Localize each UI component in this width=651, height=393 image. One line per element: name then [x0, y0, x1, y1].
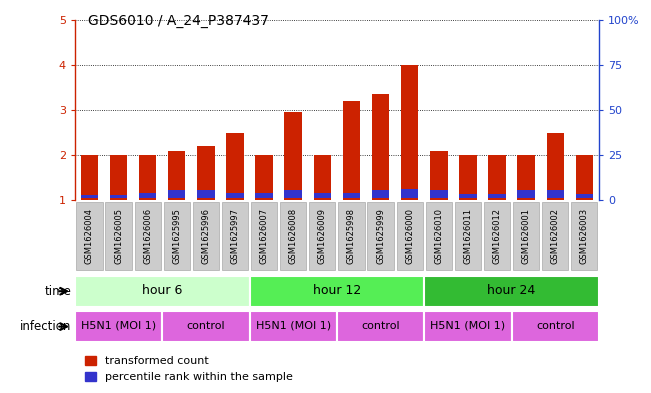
Text: H5N1 (MOI 1): H5N1 (MOI 1): [256, 321, 331, 331]
Bar: [575, 155, 593, 200]
Text: control: control: [536, 321, 575, 331]
FancyBboxPatch shape: [513, 202, 539, 270]
FancyBboxPatch shape: [542, 202, 568, 270]
Bar: [168, 151, 186, 200]
FancyBboxPatch shape: [367, 202, 394, 270]
Text: GSM1626003: GSM1626003: [580, 208, 589, 264]
FancyBboxPatch shape: [424, 275, 599, 307]
FancyBboxPatch shape: [135, 202, 161, 270]
Text: GSM1626001: GSM1626001: [521, 208, 531, 264]
Bar: [227, 193, 243, 198]
Bar: [575, 194, 593, 198]
FancyBboxPatch shape: [484, 202, 510, 270]
Legend: transformed count, percentile rank within the sample: transformed count, percentile rank withi…: [81, 351, 298, 386]
Bar: [110, 155, 128, 200]
Text: hour 12: hour 12: [312, 284, 361, 297]
FancyBboxPatch shape: [424, 311, 512, 342]
FancyBboxPatch shape: [193, 202, 219, 270]
FancyBboxPatch shape: [572, 202, 598, 270]
Bar: [518, 155, 535, 200]
FancyBboxPatch shape: [75, 275, 249, 307]
FancyBboxPatch shape: [76, 202, 102, 270]
Text: GSM1626000: GSM1626000: [405, 208, 414, 264]
FancyBboxPatch shape: [337, 311, 424, 342]
Text: GSM1626009: GSM1626009: [318, 208, 327, 264]
Bar: [547, 132, 564, 200]
FancyBboxPatch shape: [75, 311, 162, 342]
Text: GSM1626011: GSM1626011: [464, 208, 473, 264]
Bar: [342, 193, 360, 198]
Bar: [314, 155, 331, 200]
Text: GSM1625997: GSM1625997: [230, 208, 240, 264]
Bar: [284, 112, 302, 200]
FancyBboxPatch shape: [249, 275, 424, 307]
FancyBboxPatch shape: [512, 311, 599, 342]
Bar: [139, 193, 156, 198]
Bar: [372, 94, 389, 200]
Bar: [81, 195, 98, 198]
Text: GSM1626006: GSM1626006: [143, 208, 152, 264]
Text: time: time: [45, 285, 72, 298]
Text: hour 6: hour 6: [142, 284, 182, 297]
Bar: [284, 190, 302, 198]
Text: infection: infection: [20, 320, 72, 333]
FancyBboxPatch shape: [396, 202, 422, 270]
Text: GSM1625999: GSM1625999: [376, 208, 385, 264]
Bar: [488, 155, 506, 200]
Bar: [459, 155, 477, 200]
Text: GSM1626004: GSM1626004: [85, 208, 94, 264]
Bar: [401, 65, 419, 200]
Bar: [255, 193, 273, 198]
Bar: [255, 155, 273, 200]
Bar: [372, 190, 389, 198]
FancyBboxPatch shape: [251, 202, 277, 270]
Text: H5N1 (MOI 1): H5N1 (MOI 1): [81, 321, 156, 331]
FancyBboxPatch shape: [163, 202, 190, 270]
Bar: [488, 194, 506, 198]
Bar: [518, 190, 535, 198]
FancyBboxPatch shape: [426, 202, 452, 270]
Text: GSM1626007: GSM1626007: [260, 208, 269, 264]
Text: GSM1625998: GSM1625998: [347, 208, 356, 264]
Bar: [314, 193, 331, 198]
Text: GSM1625995: GSM1625995: [173, 208, 181, 264]
Bar: [110, 195, 128, 198]
Bar: [197, 146, 215, 200]
Bar: [342, 101, 360, 200]
Bar: [168, 190, 186, 198]
FancyBboxPatch shape: [222, 202, 248, 270]
Bar: [139, 155, 156, 200]
FancyBboxPatch shape: [249, 311, 337, 342]
Text: control: control: [187, 321, 225, 331]
Bar: [430, 151, 447, 200]
Text: GSM1626012: GSM1626012: [493, 208, 501, 264]
Bar: [459, 194, 477, 198]
Text: hour 24: hour 24: [488, 284, 536, 297]
FancyBboxPatch shape: [280, 202, 307, 270]
Text: GSM1626005: GSM1626005: [114, 208, 123, 264]
Text: GSM1626008: GSM1626008: [289, 208, 298, 264]
Bar: [81, 155, 98, 200]
Text: H5N1 (MOI 1): H5N1 (MOI 1): [430, 321, 505, 331]
Bar: [197, 190, 215, 198]
Text: control: control: [361, 321, 400, 331]
FancyBboxPatch shape: [309, 202, 335, 270]
Bar: [227, 132, 243, 200]
Bar: [401, 189, 419, 198]
Text: GSM1626002: GSM1626002: [551, 208, 560, 264]
Bar: [430, 190, 447, 198]
Text: GSM1626010: GSM1626010: [434, 208, 443, 264]
FancyBboxPatch shape: [105, 202, 132, 270]
FancyBboxPatch shape: [339, 202, 365, 270]
FancyBboxPatch shape: [455, 202, 481, 270]
Bar: [547, 190, 564, 198]
Text: GSM1625996: GSM1625996: [201, 208, 210, 264]
FancyBboxPatch shape: [162, 311, 249, 342]
Text: GDS6010 / A_24_P387437: GDS6010 / A_24_P387437: [88, 14, 269, 28]
